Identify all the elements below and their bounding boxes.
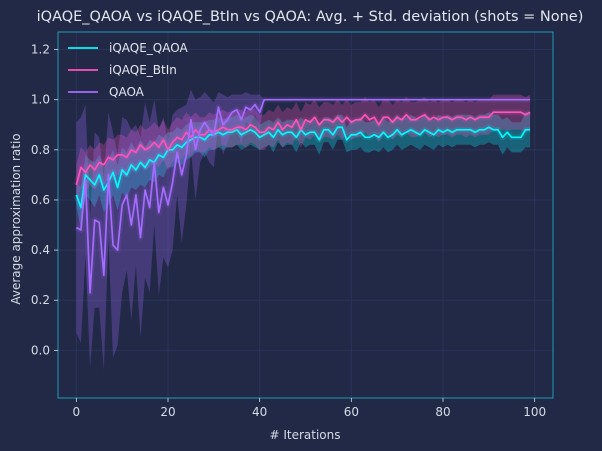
legend-label-0: iQAQE_QAOA bbox=[109, 41, 188, 55]
legend-label-2: QAOA bbox=[109, 85, 145, 99]
series-line-1 bbox=[75, 111, 531, 186]
x-tick-label: 20 bbox=[160, 405, 175, 419]
y-tick-label: 1.0 bbox=[31, 93, 50, 107]
y-tick-label: 1.2 bbox=[31, 43, 50, 57]
x-tick-label: 60 bbox=[344, 405, 359, 419]
std-band-2 bbox=[76, 89, 531, 371]
series-line-2 bbox=[75, 98, 531, 294]
y-tick-label: 0.2 bbox=[31, 293, 50, 307]
y-tick-label: 0.0 bbox=[31, 343, 50, 357]
x-tick-label: 40 bbox=[252, 405, 267, 419]
x-tick-label: 100 bbox=[523, 405, 546, 419]
x-tick-label: 0 bbox=[73, 405, 81, 419]
x-axis-ticks: 0 20 40 60 80 100 bbox=[73, 398, 546, 419]
chart-title: iQAQE_QAOA vs iQAQE_BtIn vs QAOA: Avg. +… bbox=[37, 9, 584, 25]
legend: iQAQE_QAOA iQAQE_BtIn QAOA bbox=[68, 41, 188, 99]
series-line-0 bbox=[75, 126, 531, 209]
plot-area bbox=[58, 32, 553, 398]
x-tick-label: 80 bbox=[435, 405, 450, 419]
mean-lines bbox=[73, 96, 532, 296]
legend-label-1: iQAQE_BtIn bbox=[109, 63, 177, 77]
grid-lines bbox=[58, 32, 553, 398]
y-axis-ticks: 0.0 0.2 0.4 0.6 0.8 1.0 1.2 bbox=[31, 43, 58, 357]
y-tick-label: 0.8 bbox=[31, 143, 50, 157]
y-tick-label: 0.4 bbox=[31, 243, 50, 257]
x-axis-title: # Iterations bbox=[269, 428, 340, 442]
plot-border bbox=[57, 31, 554, 399]
y-tick-label: 0.6 bbox=[31, 193, 50, 207]
y-axis-title: Average approximation ratio bbox=[9, 133, 23, 304]
